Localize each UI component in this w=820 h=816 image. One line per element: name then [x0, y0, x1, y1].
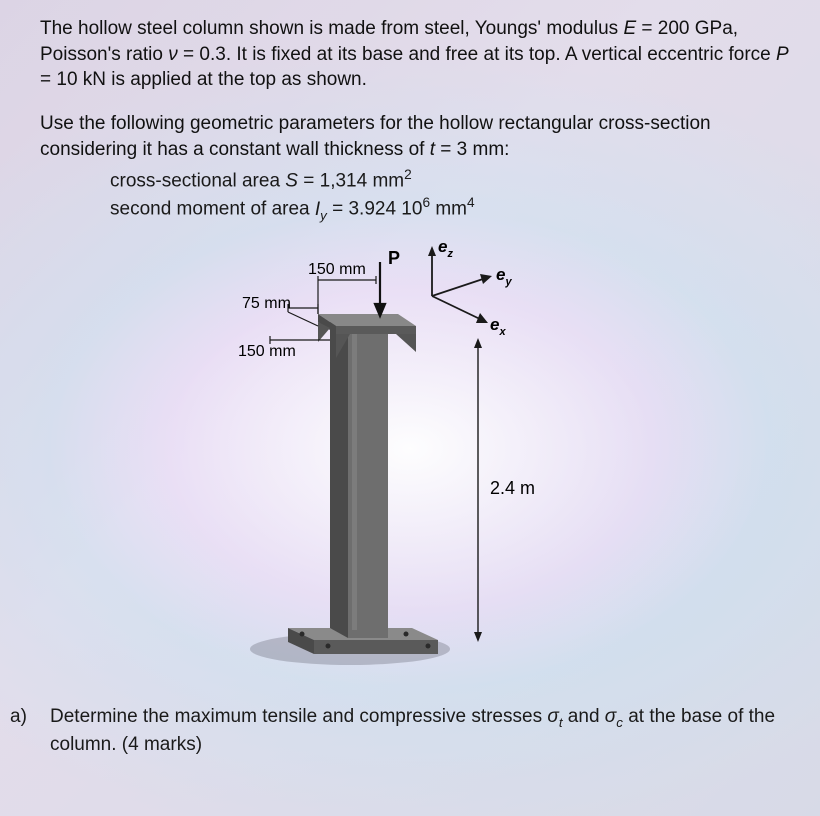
label-ex: ex [490, 315, 506, 338]
label-P: P [388, 248, 400, 268]
dim-150-top [318, 276, 376, 314]
label-75: 75 mm [242, 295, 291, 312]
top-plate [318, 314, 416, 334]
force-arrow-P [375, 262, 385, 316]
column-svg: P ez ey ex [210, 234, 630, 694]
label-150-side: 150 mm [238, 343, 296, 360]
question-text: Determine the maximum tensile and compre… [50, 704, 792, 757]
label-ey: ey [496, 265, 512, 288]
area-line: cross-sectional area S = 1,314 mm2 [110, 166, 792, 194]
question-label: a) [10, 704, 32, 757]
geom-paragraph: Use the following geometric parameters f… [40, 111, 792, 162]
dim-75 [288, 304, 318, 326]
label-ez: ez [438, 237, 453, 260]
second-moment-line: second moment of area Iy = 3.924 106 mm4 [110, 194, 792, 224]
axes [428, 246, 492, 323]
intro-paragraph: The hollow steel column shown is made fr… [40, 16, 792, 93]
figure: P ez ey ex [40, 234, 792, 694]
label-height: 2.4 m [490, 478, 535, 498]
label-150-top: 150 mm [308, 261, 366, 278]
column-body [330, 320, 388, 638]
dim-height [418, 338, 482, 642]
